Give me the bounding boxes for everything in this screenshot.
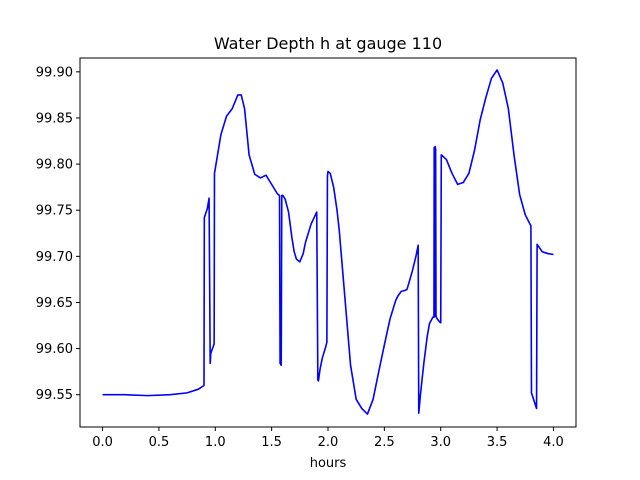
x-tick-label: 0.5 (149, 435, 170, 450)
y-tick-label: 99.65 (36, 296, 73, 311)
y-tick-label: 99.55 (36, 388, 73, 403)
x-axis-label: hours (310, 456, 347, 471)
data-series-line (102, 69, 554, 415)
x-tick-label: 0.0 (92, 435, 113, 450)
x-tick-label: 4.0 (543, 435, 564, 450)
x-axis: 0.0 0.5 1.0 1.5 2.0 2.5 3.0 3.5 4.0 (92, 427, 564, 450)
y-tick-label: 99.75 (36, 204, 73, 219)
chart-title: Water Depth h at gauge 110 (214, 34, 442, 53)
y-tick-label: 99.90 (36, 65, 73, 80)
x-tick-label: 3.5 (487, 435, 508, 450)
x-tick-label: 2.0 (318, 435, 339, 450)
x-tick-label: 3.0 (430, 435, 451, 450)
x-tick-label: 2.5 (374, 435, 395, 450)
y-tick-label: 99.80 (36, 158, 73, 173)
y-tick-label: 99.70 (36, 250, 73, 265)
x-tick-label: 1.0 (205, 435, 226, 450)
x-tick-label: 1.5 (261, 435, 282, 450)
y-tick-label: 99.60 (36, 342, 73, 357)
y-axis: 99.55 99.60 99.65 99.70 99.75 99.80 99.85 99.90 (36, 65, 80, 403)
y-tick-label: 99.85 (36, 111, 73, 126)
